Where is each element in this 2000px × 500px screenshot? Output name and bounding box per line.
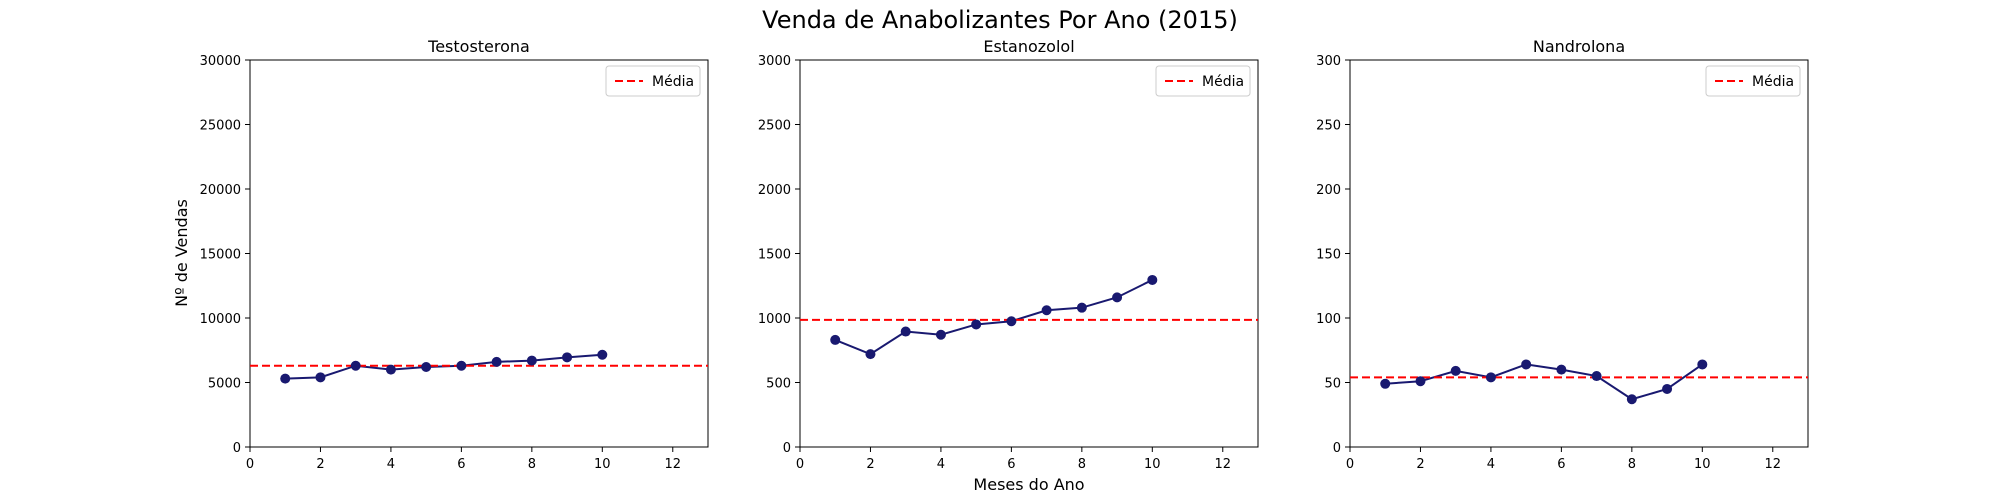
y-tick-label: 500 [766,377,791,392]
data-point [1521,359,1532,370]
data-point [1147,274,1158,285]
legend-label: Média [1202,74,1244,90]
x-tick-label: 10 [594,457,611,472]
x-tick-label: 0 [246,457,254,472]
y-tick-label: 0 [1333,441,1341,456]
legend-label: Média [652,74,694,90]
legend: Média [1705,65,1801,97]
x-tick-label: 2 [866,457,874,472]
subplot-3: Nandrolona 0 2 4 6 8 10 12 0 50 100 150 200 250 300 Méd… [1316,37,1809,472]
legend-label: Média [1752,74,1794,90]
data-point [900,326,911,337]
subplot-2: Estanozolol 0 2 4 6 8 10 12 0 500 1000 1500 2000 2500… [758,37,1259,472]
data-point [830,334,841,345]
data-point [971,319,982,330]
data-point [562,352,573,363]
x-tick-label: 6 [457,457,465,472]
x-tick-label: 10 [1694,457,1711,472]
legend-box [605,65,701,97]
x-tick-label: 12 [664,457,681,472]
legend-box [1705,65,1801,97]
x-tick-label: 0 [1346,457,1354,472]
subplot-title: Nandrolona [1533,37,1625,56]
y-tick-label: 2500 [758,119,791,134]
y-tick-label: 30000 [200,54,241,69]
x-tick-label: 2 [1416,457,1424,472]
plot-frame [1349,59,1809,448]
data-point [385,364,396,375]
y-tick-label: 1500 [758,248,791,263]
x-tick-label: 4 [1487,457,1495,472]
y-tick-label: 3000 [758,54,791,69]
data-point [280,373,291,384]
plot-frame [799,59,1259,448]
x-tick-label: 8 [1078,457,1086,472]
y-tick-label: 0 [233,441,241,456]
data-point [1112,292,1123,303]
x-tick-label: 2 [316,457,324,472]
data-point [1556,364,1567,375]
y-tick-label: 1000 [758,312,791,327]
data-point [1076,302,1087,313]
data-point [1485,372,1496,383]
data-point [1380,378,1391,389]
data-point [1626,394,1637,405]
y-tick-label: 250 [1316,119,1341,134]
series-line [834,279,1153,356]
y-tick-label: 300 [1316,54,1341,69]
y-tick-label: 2000 [758,183,791,198]
y-tick-label: 200 [1316,183,1341,198]
data-point [350,360,361,371]
x-tick-label: 12 [1214,457,1231,472]
figure-title: Venda de Anabolizantes Por Ano (2015) [762,6,1238,34]
y-tick-label: 15000 [200,248,241,263]
data-point [865,349,876,360]
data-point [1041,305,1052,316]
x-axis-label: Meses do Ano [973,475,1084,494]
data-point [1662,383,1673,394]
series-line [1385,363,1703,401]
data-point [1006,316,1017,327]
subplot-1: Testosterona 0 2 4 6 8 10 12 0 5000 10000 15000 2000… [200,37,709,472]
data-point [1415,376,1426,387]
data-point [315,372,326,383]
data-point [1697,359,1708,370]
legend: Média [605,65,701,97]
legend: Média [1155,65,1251,97]
x-tick-label: 6 [1557,457,1565,472]
x-tick-label: 4 [387,457,395,472]
y-tick-label: 50 [1324,377,1341,392]
x-tick-label: 6 [1007,457,1015,472]
y-tick-label: 150 [1316,248,1341,263]
y-tick-label: 25000 [200,119,241,134]
data-point [1450,365,1461,376]
data-point [491,356,502,367]
data-point [421,362,432,373]
y-axis-label: Nº de Vendas [172,199,191,307]
y-tick-label: 10000 [200,312,241,327]
data-point [597,349,608,360]
plot-frame [249,59,709,448]
x-tick-label: 12 [1764,457,1781,472]
x-tick-label: 4 [937,457,945,472]
subplot-title: Testosterona [427,37,530,56]
x-tick-label: 8 [528,457,536,472]
y-tick-label: 20000 [200,183,241,198]
x-tick-label: 8 [1628,457,1636,472]
data-point [935,329,946,340]
data-point [1591,371,1602,382]
x-tick-label: 10 [1144,457,1161,472]
legend-box [1155,65,1251,97]
x-tick-label: 0 [796,457,804,472]
data-point [526,355,537,366]
y-tick-label: 100 [1316,312,1341,327]
y-tick-label: 0 [783,441,791,456]
data-point [456,360,467,371]
y-tick-label: 5000 [208,377,241,392]
subplot-title: Estanozolol [983,37,1074,56]
